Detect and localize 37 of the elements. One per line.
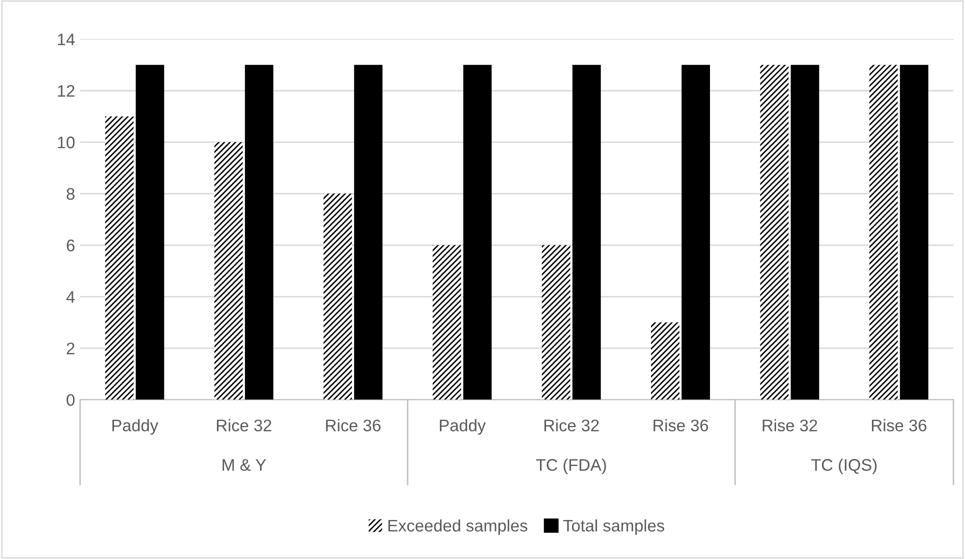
bar — [760, 64, 789, 400]
legend-label: Total samples — [563, 519, 664, 535]
y-tick-label: 0 — [66, 394, 75, 406]
y-tick-label: 6 — [66, 240, 74, 252]
legend-label: Exceeded samples — [388, 519, 528, 535]
bar — [542, 245, 570, 400]
bar — [651, 322, 680, 400]
x-tick-label: Rice 32 — [216, 419, 272, 432]
bar — [324, 194, 352, 400]
bar — [432, 245, 462, 400]
x-tick-label: Rise 36 — [872, 419, 926, 432]
bar — [869, 64, 898, 400]
bar — [105, 116, 134, 400]
x-tick-label: Rice 36 — [326, 419, 381, 432]
y-tick-label: 12 — [58, 85, 74, 97]
bar — [572, 64, 601, 400]
bar — [214, 142, 243, 400]
x-tick-label: Rise 32 — [762, 419, 818, 432]
bar — [682, 64, 710, 400]
bar — [463, 64, 492, 400]
text: M & Y — [222, 459, 266, 471]
y-tick-label: 4 — [66, 291, 75, 303]
y-tick-label: 2 — [66, 342, 74, 354]
bar — [136, 64, 164, 400]
bar — [790, 64, 820, 400]
bar — [900, 64, 928, 400]
x-tick-label: Rice 32 — [544, 419, 599, 432]
bar — [354, 64, 382, 400]
x-tick-label: Rise 36 — [654, 419, 708, 432]
y-tick-label: 10 — [58, 136, 75, 148]
y-tick-label: 8 — [66, 188, 75, 200]
text: TC (FDA) — [536, 458, 606, 474]
text: TC (IQS) — [811, 458, 877, 474]
bar — [244, 64, 274, 400]
y-tick-label: 14 — [58, 34, 75, 46]
x-tick-label: Paddy — [440, 419, 486, 435]
x-tick-label: Paddy — [112, 419, 158, 435]
